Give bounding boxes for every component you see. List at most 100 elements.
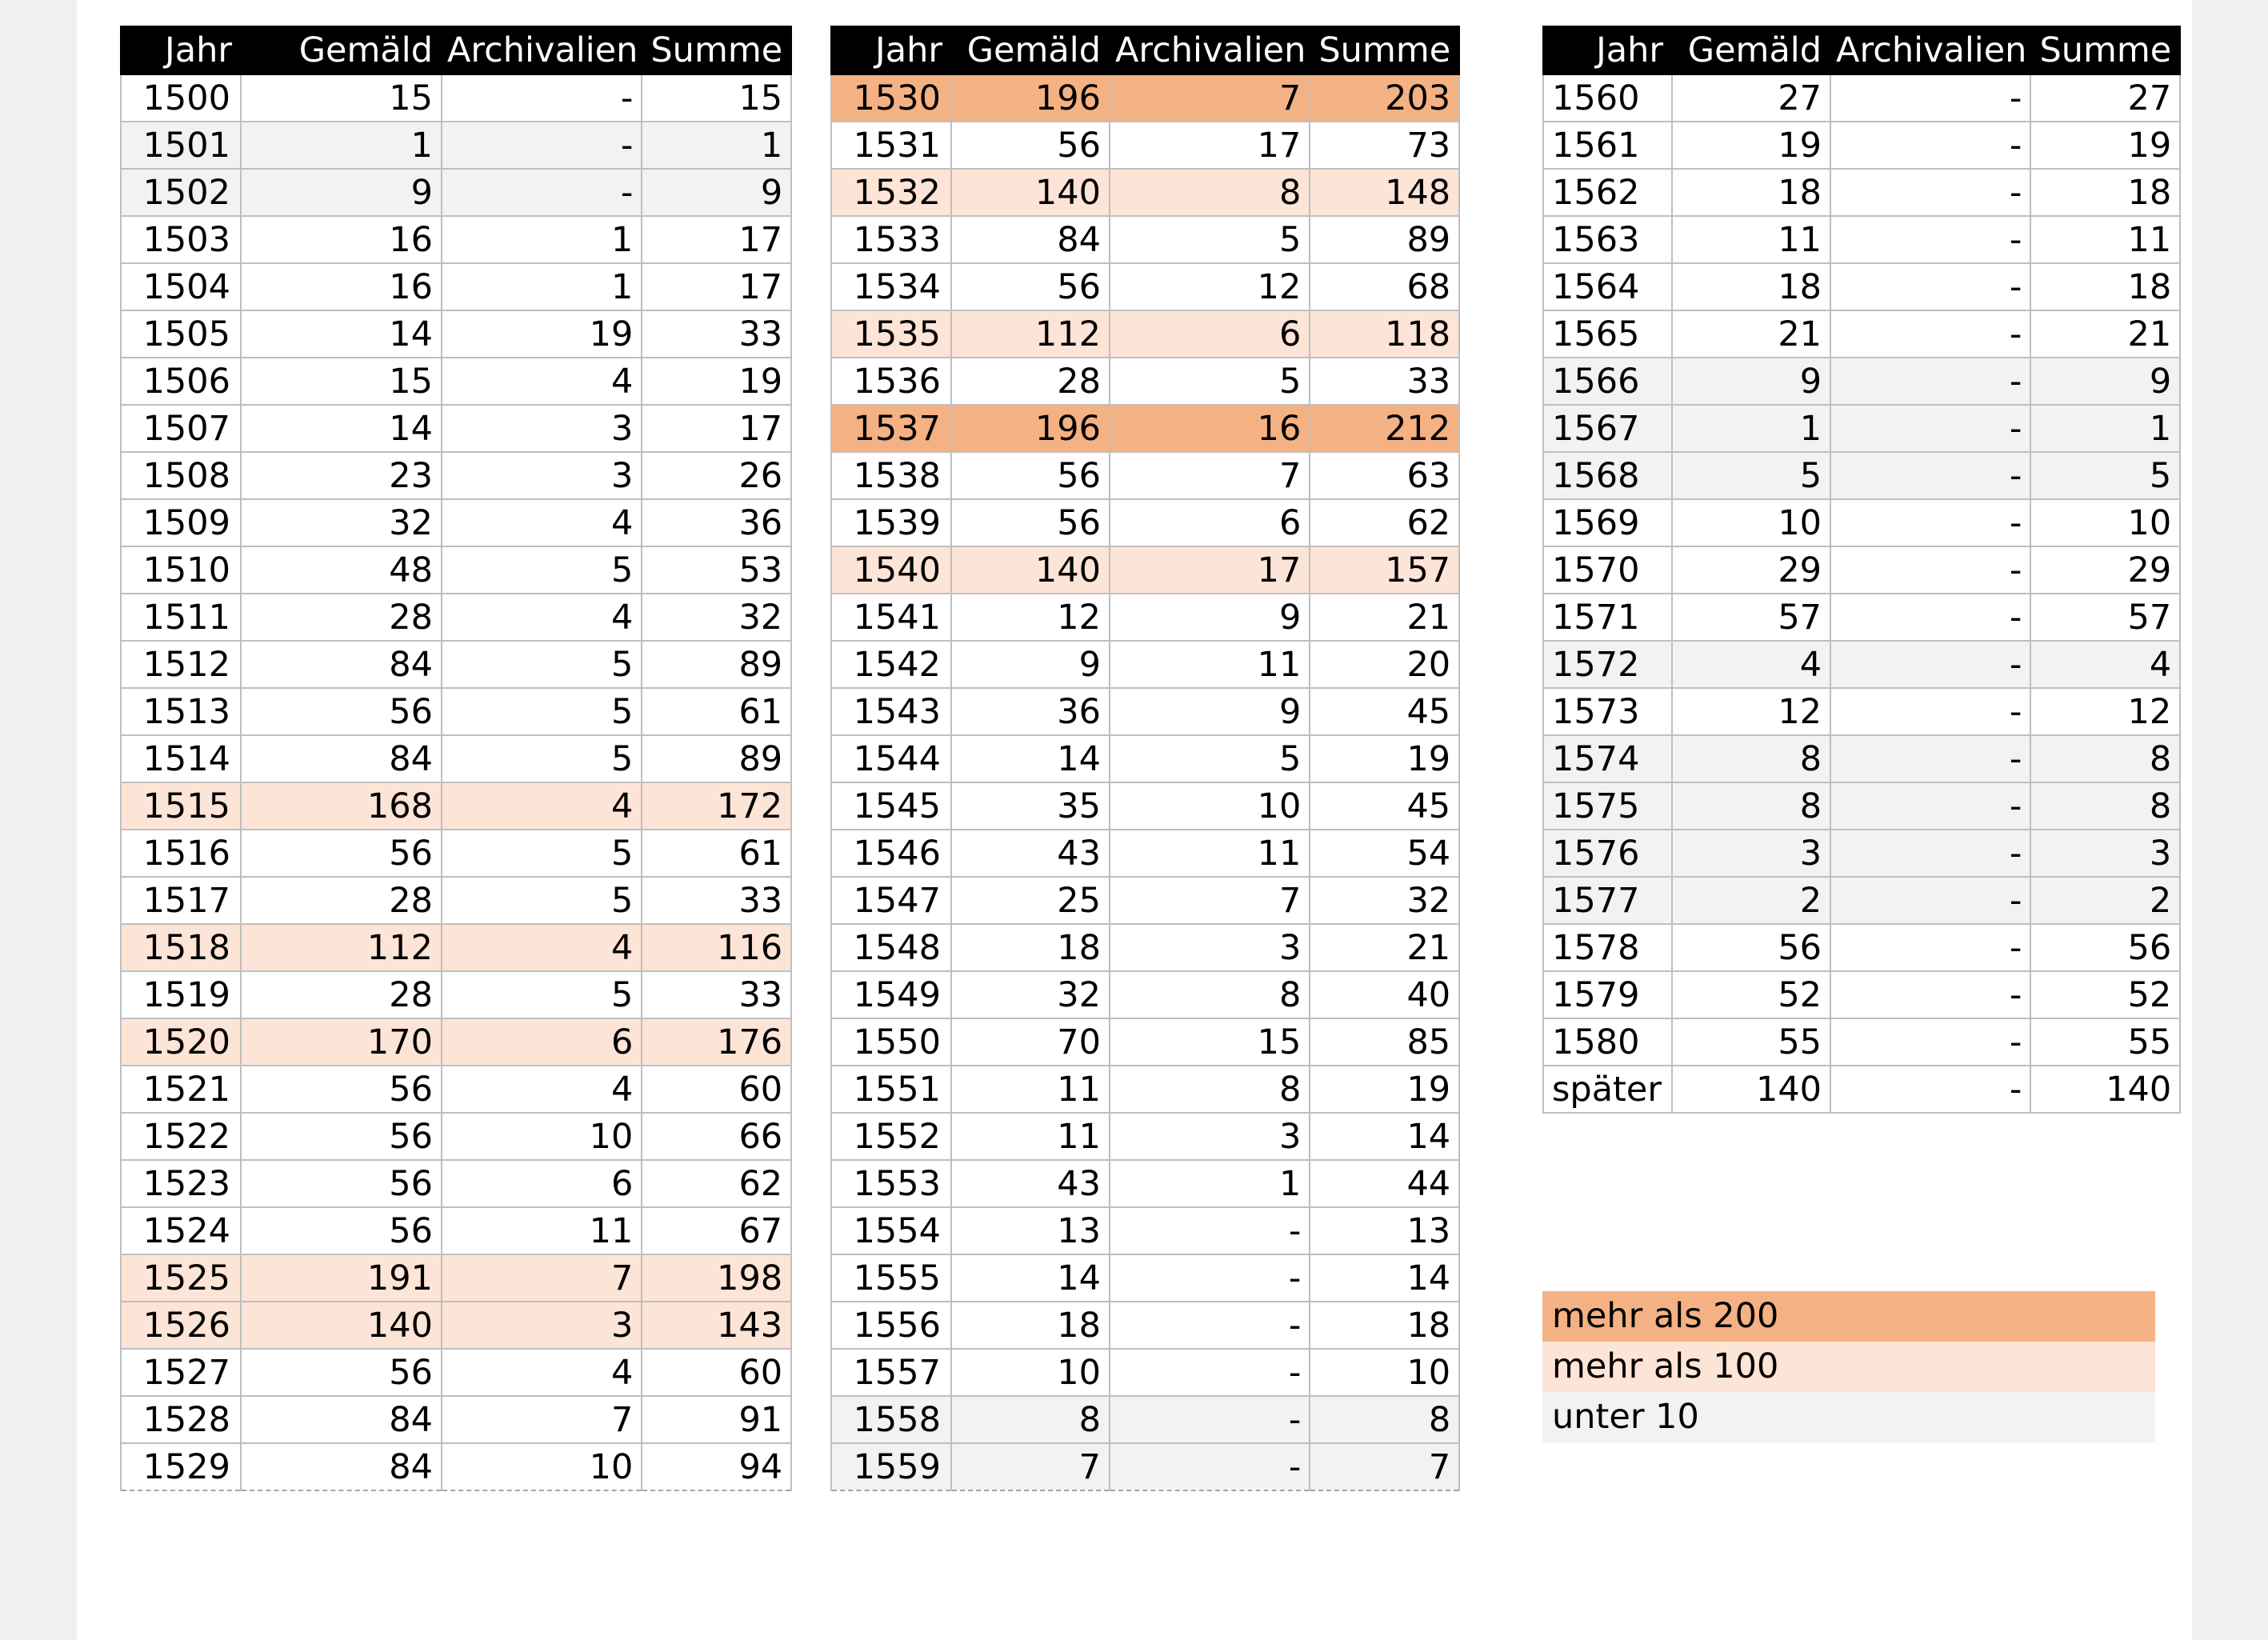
- cell-archivalien[interactable]: -: [1830, 1018, 2032, 1066]
- cell-archivalien[interactable]: 4: [440, 1348, 643, 1397]
- cell-jahr[interactable]: 1506: [120, 357, 242, 406]
- cell-summe[interactable]: 94: [641, 1442, 793, 1491]
- cell-jahr[interactable]: 1522: [120, 1112, 242, 1161]
- cell-gemaeld[interactable]: 1: [240, 121, 442, 170]
- cell-jahr[interactable]: 1546: [830, 829, 952, 878]
- cell-archivalien[interactable]: 9: [1108, 687, 1311, 736]
- cell-jahr[interactable]: 1559: [830, 1442, 952, 1491]
- cell-summe[interactable]: 212: [1309, 404, 1461, 453]
- cell-gemaeld[interactable]: 8: [950, 1395, 1110, 1444]
- cell-archivalien[interactable]: -: [1830, 970, 2032, 1019]
- cell-archivalien[interactable]: 15: [1108, 1018, 1311, 1066]
- cell-archivalien[interactable]: 7: [440, 1395, 643, 1444]
- cell-archivalien[interactable]: 10: [440, 1112, 643, 1161]
- cell-summe[interactable]: 85: [1309, 1018, 1461, 1066]
- cell-summe[interactable]: 140: [2030, 1065, 2182, 1114]
- cell-archivalien[interactable]: -: [1830, 168, 2032, 217]
- cell-gemaeld[interactable]: 28: [950, 357, 1110, 406]
- cell-gemaeld[interactable]: 23: [240, 451, 442, 500]
- cell-summe[interactable]: 89: [641, 640, 793, 689]
- cell-jahr[interactable]: 1574: [1542, 734, 1674, 783]
- cell-gemaeld[interactable]: 14: [950, 1254, 1110, 1302]
- cell-archivalien[interactable]: 4: [440, 1065, 643, 1114]
- cell-jahr[interactable]: 1502: [120, 168, 242, 217]
- cell-summe[interactable]: 17: [641, 404, 793, 453]
- cell-gemaeld[interactable]: 191: [240, 1254, 442, 1302]
- cell-jahr[interactable]: 1534: [830, 262, 952, 311]
- cell-summe[interactable]: 14: [1309, 1254, 1461, 1302]
- cell-summe[interactable]: 29: [2030, 546, 2182, 594]
- cell-summe[interactable]: 10: [1309, 1348, 1461, 1397]
- cell-summe[interactable]: 52: [2030, 970, 2182, 1019]
- cell-summe[interactable]: 203: [1309, 74, 1461, 122]
- cell-jahr[interactable]: 1576: [1542, 829, 1674, 878]
- cell-jahr[interactable]: 1561: [1542, 121, 1674, 170]
- cell-archivalien[interactable]: -: [1830, 687, 2032, 736]
- cell-archivalien[interactable]: 5: [440, 546, 643, 594]
- cell-archivalien[interactable]: -: [1830, 498, 2032, 547]
- cell-gemaeld[interactable]: 112: [240, 923, 442, 972]
- cell-gemaeld[interactable]: 18: [1671, 262, 1832, 311]
- cell-archivalien[interactable]: -: [1830, 121, 2032, 170]
- cell-archivalien[interactable]: 11: [1108, 640, 1311, 689]
- cell-summe[interactable]: 5: [2030, 451, 2182, 500]
- cell-archivalien[interactable]: 11: [440, 1206, 643, 1255]
- cell-summe[interactable]: 19: [1309, 1065, 1461, 1114]
- cell-archivalien[interactable]: -: [1830, 829, 2032, 878]
- cell-summe[interactable]: 32: [641, 593, 793, 642]
- cell-gemaeld[interactable]: 140: [950, 168, 1110, 217]
- cell-gemaeld[interactable]: 12: [1671, 687, 1832, 736]
- cell-jahr[interactable]: 1570: [1542, 546, 1674, 594]
- cell-summe[interactable]: 10: [2030, 498, 2182, 547]
- cell-jahr[interactable]: 1530: [830, 74, 952, 122]
- cell-jahr[interactable]: 1536: [830, 357, 952, 406]
- cell-jahr[interactable]: 1529: [120, 1442, 242, 1491]
- cell-gemaeld[interactable]: 18: [950, 1301, 1110, 1350]
- cell-jahr[interactable]: 1519: [120, 970, 242, 1019]
- cell-jahr[interactable]: 1551: [830, 1065, 952, 1114]
- cell-jahr[interactable]: 1556: [830, 1301, 952, 1350]
- cell-summe[interactable]: 21: [2030, 310, 2182, 358]
- cell-archivalien[interactable]: -: [440, 121, 643, 170]
- cell-summe[interactable]: 55: [2030, 1018, 2182, 1066]
- cell-jahr[interactable]: 1550: [830, 1018, 952, 1066]
- cell-gemaeld[interactable]: 84: [240, 734, 442, 783]
- cell-jahr[interactable]: 1503: [120, 215, 242, 264]
- cell-summe[interactable]: 3: [2030, 829, 2182, 878]
- cell-gemaeld[interactable]: 56: [240, 1159, 442, 1208]
- cell-archivalien[interactable]: 16: [1108, 404, 1311, 453]
- cell-gemaeld[interactable]: 12: [950, 593, 1110, 642]
- cell-jahr[interactable]: 1528: [120, 1395, 242, 1444]
- cell-jahr[interactable]: 1543: [830, 687, 952, 736]
- cell-gemaeld[interactable]: 56: [950, 498, 1110, 547]
- cell-summe[interactable]: 13: [1309, 1206, 1461, 1255]
- cell-summe[interactable]: 1: [641, 121, 793, 170]
- cell-summe[interactable]: 60: [641, 1348, 793, 1397]
- cell-archivalien[interactable]: 5: [1108, 357, 1311, 406]
- cell-archivalien[interactable]: 1: [440, 262, 643, 311]
- cell-jahr[interactable]: 1501: [120, 121, 242, 170]
- cell-jahr[interactable]: 1547: [830, 876, 952, 925]
- cell-summe[interactable]: 62: [641, 1159, 793, 1208]
- cell-gemaeld[interactable]: 56: [240, 1348, 442, 1397]
- cell-gemaeld[interactable]: 18: [1671, 168, 1832, 217]
- cell-summe[interactable]: 89: [1309, 215, 1461, 264]
- cell-gemaeld[interactable]: 56: [1671, 923, 1832, 972]
- cell-jahr[interactable]: 1531: [830, 121, 952, 170]
- cell-summe[interactable]: 18: [2030, 168, 2182, 217]
- cell-jahr[interactable]: 1555: [830, 1254, 952, 1302]
- cell-gemaeld[interactable]: 55: [1671, 1018, 1832, 1066]
- cell-archivalien[interactable]: -: [1108, 1395, 1311, 1444]
- cell-jahr[interactable]: 1553: [830, 1159, 952, 1208]
- cell-archivalien[interactable]: 9: [1108, 593, 1311, 642]
- cell-summe[interactable]: 17: [641, 215, 793, 264]
- cell-jahr[interactable]: 1579: [1542, 970, 1674, 1019]
- cell-summe[interactable]: 27: [2030, 74, 2182, 122]
- cell-gemaeld[interactable]: 28: [240, 876, 442, 925]
- cell-gemaeld[interactable]: 9: [950, 640, 1110, 689]
- cell-archivalien[interactable]: 4: [440, 593, 643, 642]
- cell-summe[interactable]: 66: [641, 1112, 793, 1161]
- cell-summe[interactable]: 21: [1309, 593, 1461, 642]
- cell-gemaeld[interactable]: 16: [240, 262, 442, 311]
- cell-gemaeld[interactable]: 10: [950, 1348, 1110, 1397]
